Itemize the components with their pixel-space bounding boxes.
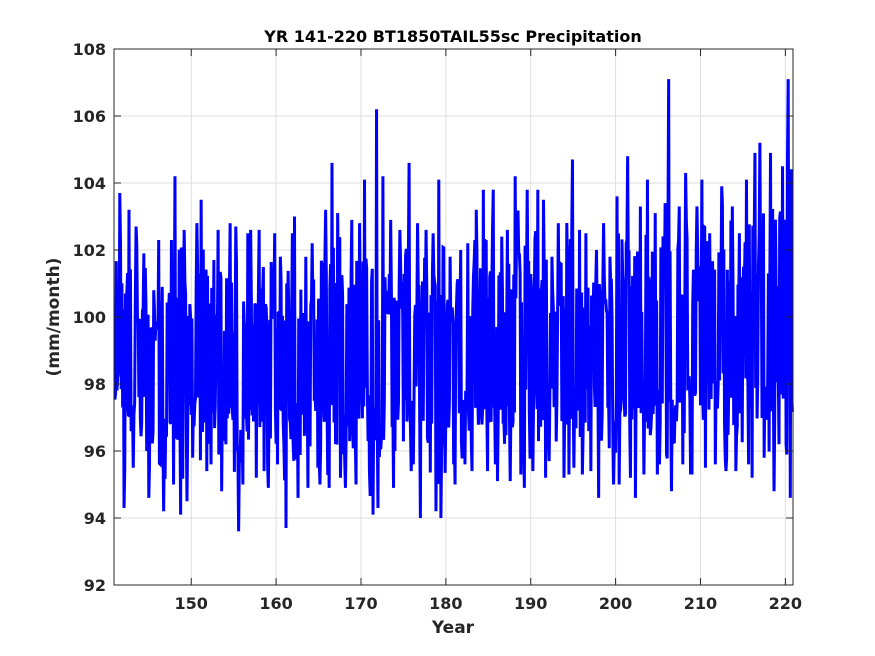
chart-title: YR 141-220 BT1850TAIL55sc Precipitation: [263, 27, 642, 46]
y-tick-label: 100: [73, 308, 106, 327]
series-layer: [113, 79, 794, 532]
y-tick-label: 102: [73, 241, 106, 260]
x-tick-label: 180: [429, 594, 462, 613]
x-tick-label: 210: [684, 594, 717, 613]
y-tick-label: 94: [84, 509, 106, 528]
y-tick-label: 104: [73, 174, 106, 193]
x-axis-label: Year: [431, 618, 475, 638]
y-tick-label: 106: [73, 107, 106, 126]
y-tick-label: 108: [73, 40, 106, 59]
y-tick-label: 96: [84, 442, 106, 461]
x-tick-label: 150: [175, 594, 208, 613]
x-tick-label: 220: [769, 594, 802, 613]
y-tick-label: 92: [84, 576, 106, 595]
x-tick-label: 200: [599, 594, 632, 613]
y-tick-label: 98: [84, 375, 106, 394]
x-tick-label: 170: [344, 594, 377, 613]
precipitation-series-line: [113, 79, 794, 532]
y-axis-label: (mm/month): [44, 258, 64, 377]
x-tick-label: 160: [259, 594, 292, 613]
axis-ticks: 150 160 170 180 190 200 210 220 92 94 96 98 100 102 10…: [73, 40, 802, 613]
x-tick-label: 190: [514, 594, 547, 613]
